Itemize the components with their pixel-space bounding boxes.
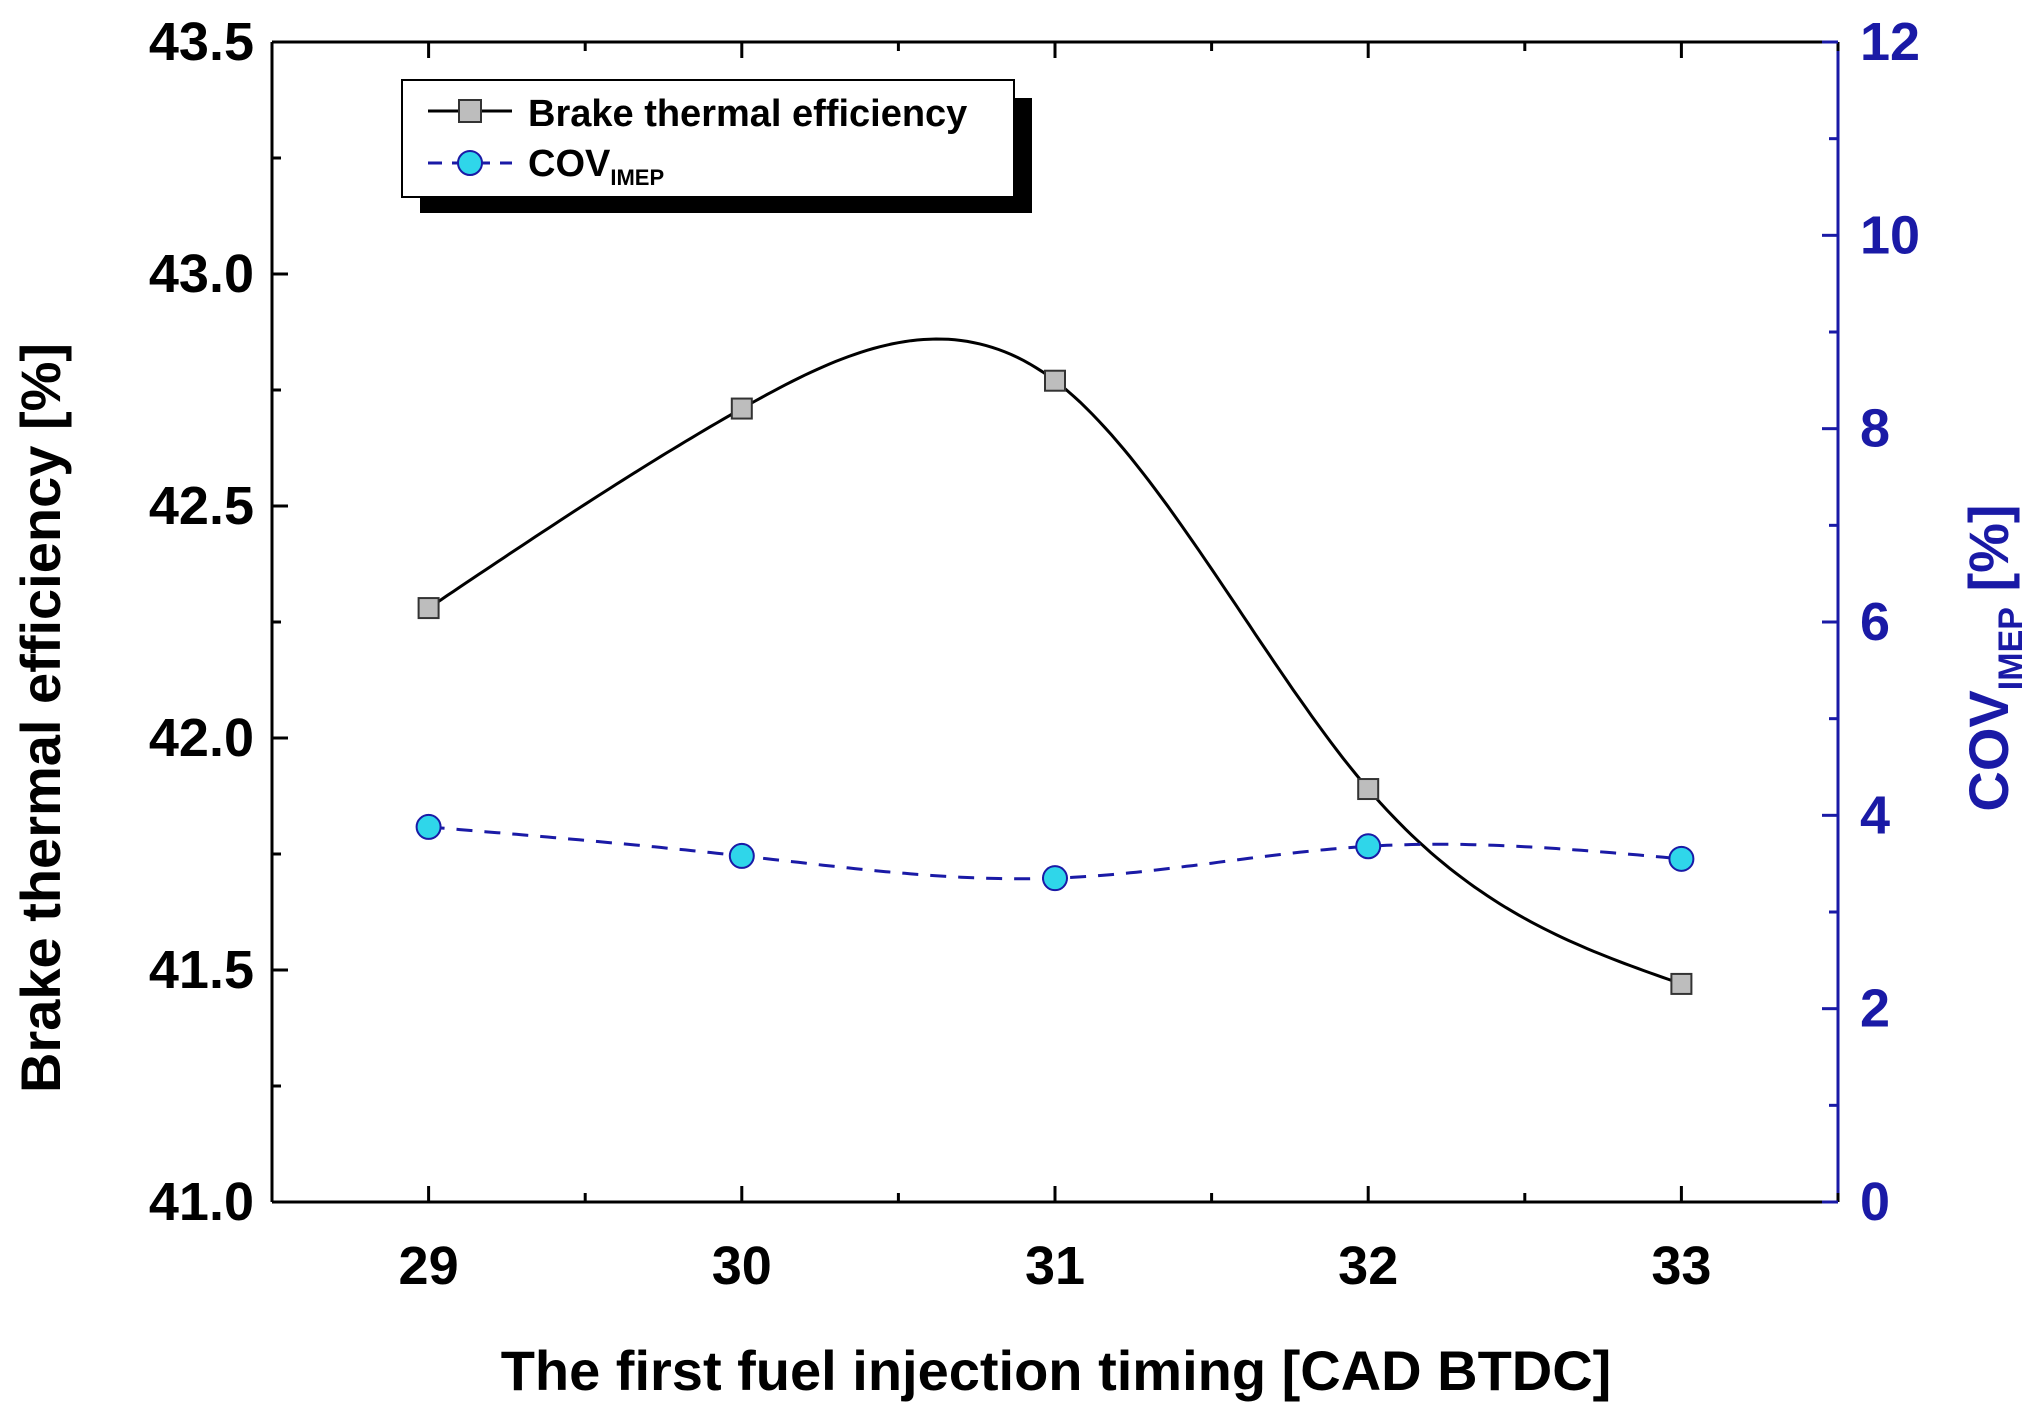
y-tick-label-41.0: 41.0 — [149, 1172, 254, 1232]
y-tick-label-41.5: 41.5 — [149, 940, 254, 1000]
y-tick-label-42.5: 42.5 — [149, 476, 254, 536]
y2-tick-label-2: 2 — [1860, 979, 1890, 1039]
legend-label-cov-main: COV — [528, 143, 611, 185]
bte-point-31 — [1044, 369, 1066, 392]
bte-point-29 — [417, 597, 440, 620]
legend-label-cov-sub: IMEP — [610, 165, 664, 190]
y-axis-label: Brake thermal efficiency [%] — [9, 343, 72, 1093]
x-tick-label-32: 32 — [1338, 1236, 1398, 1296]
y2-tick-label-12: 12 — [1860, 12, 1920, 72]
cov-point-29 — [415, 813, 442, 840]
y2-tick-label-0: 0 — [1860, 1172, 1890, 1232]
legend-label-cov: COVIMEP — [528, 143, 664, 190]
y2-tick-label-10: 10 — [1860, 205, 1920, 265]
x-tick-label-29: 29 — [399, 1236, 459, 1296]
legend-marker-bte — [458, 99, 482, 123]
y-tick-label-42.0: 42.0 — [149, 708, 254, 768]
y2-tick-label-8: 8 — [1860, 399, 1890, 459]
axis-labels: The first fuel injection timing [CAD BTD… — [9, 343, 2030, 1402]
cov-point-33 — [1668, 845, 1695, 872]
y-tick-label-43.0: 43.0 — [149, 244, 254, 304]
x-tick-label-30: 30 — [712, 1236, 772, 1296]
legend-marker-cov — [457, 150, 483, 176]
y2-axis-label-sub: IMEP — [1992, 607, 2030, 690]
cov-point-31 — [1042, 865, 1068, 892]
data-markers — [415, 369, 1695, 995]
y2-axis-label: COVIMEP [%] — [1957, 504, 2030, 811]
y2-axis-label-main: COV — [1957, 690, 2020, 811]
bte-point-30 — [730, 397, 753, 420]
x-tick-label-33: 33 — [1651, 1236, 1711, 1296]
y2-axis-label-suffix: [%] — [1957, 504, 2020, 607]
legend-box — [401, 79, 1015, 198]
x-axis-label: The first fuel injection timing [CAD BTD… — [501, 1339, 1612, 1402]
y2-tick-label-4: 4 — [1860, 785, 1890, 845]
bte-point-33 — [1670, 972, 1693, 995]
axes: 29 30 31 32 33 41.0 41.5 42.0 42.5 43.0 43.5 0 2 4 6 8 1… — [149, 12, 1920, 1296]
cov-point-32 — [1355, 833, 1382, 860]
cov-point-30 — [728, 842, 755, 869]
x-tick-label-31: 31 — [1025, 1236, 1085, 1296]
y2-tick-label-6: 6 — [1860, 592, 1890, 652]
legend: Brake thermal efficiency COVIMEP — [401, 79, 1032, 213]
y-tick-label-43.5: 43.5 — [149, 12, 254, 72]
legend-label-bte: Brake thermal efficiency — [528, 93, 967, 135]
bte-point-32 — [1357, 778, 1380, 801]
